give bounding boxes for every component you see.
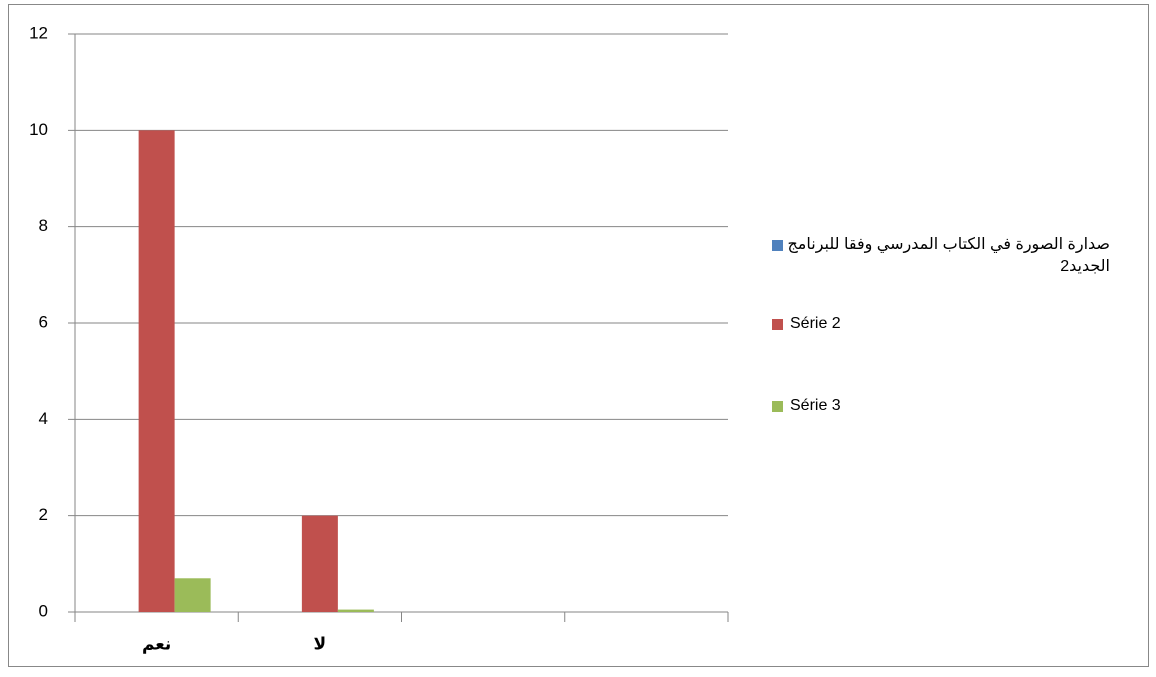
bar [174, 578, 211, 612]
y-tick-label: 0 [39, 601, 48, 620]
legend-label: Série 3 [790, 397, 841, 414]
legend-swatch [772, 319, 783, 330]
legend-label: Série 2 [790, 315, 841, 332]
y-tick-label: 6 [39, 312, 48, 331]
bar [138, 130, 175, 613]
bar [301, 515, 338, 612]
legend-swatch [772, 240, 783, 251]
x-tick-label: لا [314, 634, 327, 653]
y-tick-label: 12 [29, 23, 48, 42]
y-tick-label: 4 [39, 409, 48, 428]
chart-border [8, 4, 1149, 667]
bar [337, 609, 374, 612]
y-tick-label: 10 [29, 120, 48, 139]
y-tick-label: 8 [39, 216, 48, 235]
y-tick-label: 2 [39, 505, 48, 524]
legend-swatch [772, 401, 783, 412]
x-tick-label: نعم [142, 634, 171, 653]
legend-label: صدارة الصورة في الكتاب المدرسي وفقا للبر… [787, 236, 1110, 275]
